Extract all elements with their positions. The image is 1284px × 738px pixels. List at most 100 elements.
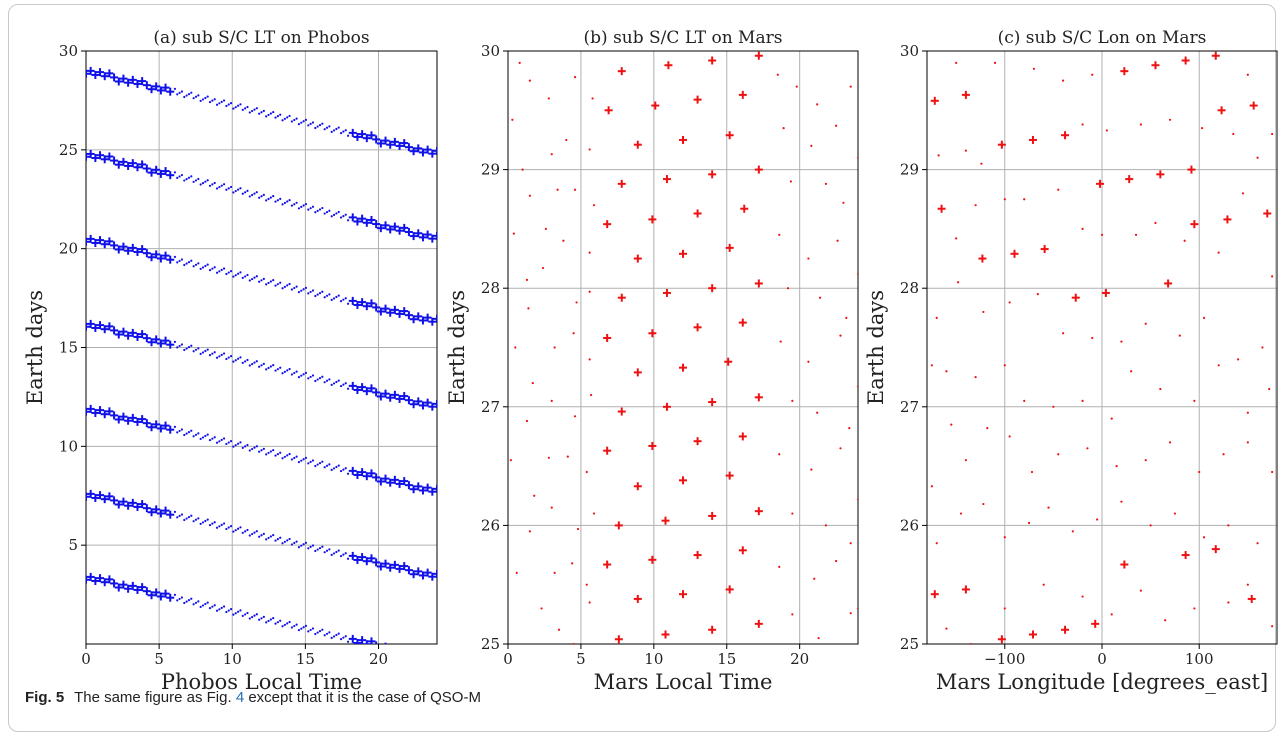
data-point <box>283 201 286 205</box>
data-point <box>330 636 333 639</box>
data-point <box>633 482 642 491</box>
caption-figure-link[interactable]: 4 <box>235 689 245 706</box>
data-point <box>409 232 418 241</box>
data-point <box>381 559 390 568</box>
data-point <box>211 605 214 608</box>
data-point <box>265 453 268 456</box>
data-point <box>255 107 258 110</box>
data-point <box>190 429 193 432</box>
data-point <box>208 184 212 187</box>
data-point <box>314 126 317 130</box>
data-point <box>367 215 376 224</box>
data-point <box>1032 67 1036 70</box>
data-point <box>241 192 244 195</box>
data-point <box>617 67 626 76</box>
data-point <box>279 197 282 200</box>
data-point <box>272 278 275 282</box>
data-point <box>1173 512 1177 515</box>
data-point <box>964 149 967 152</box>
data-point <box>211 522 214 525</box>
data-point <box>390 560 399 569</box>
data-point <box>1008 301 1011 304</box>
plot-frame <box>507 50 859 645</box>
data-point <box>418 233 427 242</box>
data-point <box>96 321 105 330</box>
data-point <box>1081 399 1084 402</box>
data-point <box>810 144 813 147</box>
data-point <box>344 635 347 638</box>
data-point <box>661 516 670 525</box>
data-point <box>816 411 819 414</box>
data-point <box>1202 316 1206 319</box>
data-point <box>414 229 423 238</box>
data-point <box>229 525 233 528</box>
data-point <box>311 205 315 208</box>
data-point <box>124 246 133 255</box>
data-point <box>540 607 543 610</box>
data-point <box>358 553 367 562</box>
data-point <box>176 346 179 349</box>
data-point <box>183 348 186 352</box>
data-point <box>300 289 303 292</box>
data-point <box>339 469 343 473</box>
data-point <box>404 481 413 490</box>
data-point <box>152 505 161 514</box>
data-point <box>239 441 242 444</box>
data-point <box>255 445 258 448</box>
data-point <box>614 521 623 530</box>
data-point <box>297 461 301 464</box>
data-point <box>178 597 181 601</box>
data-point <box>1120 340 1123 343</box>
chart-panel-2: 0 5 10 15 20 25 26 27 28 29 30 (b) sub S/C LT on Ma… <box>445 28 859 694</box>
data-point <box>982 310 985 314</box>
data-point <box>836 239 839 242</box>
data-point <box>428 487 437 496</box>
data-point <box>147 85 156 94</box>
data-point <box>342 383 345 386</box>
data-point <box>281 372 284 375</box>
data-point <box>283 117 286 120</box>
data-point <box>283 540 286 543</box>
data-point <box>258 196 261 199</box>
x-axis-label: Mars Local Time <box>594 670 773 694</box>
data-point <box>237 357 240 360</box>
data-point <box>332 129 336 132</box>
data-point <box>269 196 272 199</box>
data-point <box>321 122 324 125</box>
data-point <box>290 373 294 376</box>
data-point <box>147 253 156 262</box>
data-point <box>533 494 536 497</box>
data-point <box>114 77 123 86</box>
data-point <box>213 351 216 354</box>
data-point <box>183 601 186 605</box>
data-point <box>213 521 216 524</box>
data-point <box>376 562 385 571</box>
data-point <box>206 179 209 182</box>
data-point <box>190 175 193 178</box>
data-point <box>178 91 181 95</box>
data-point <box>424 652 432 660</box>
data-point <box>246 358 249 362</box>
data-point <box>935 316 938 319</box>
data-point <box>789 180 793 183</box>
data-point <box>662 288 671 297</box>
data-point <box>433 146 437 155</box>
data-point <box>817 636 820 640</box>
data-point <box>969 642 972 644</box>
data-point <box>603 560 612 569</box>
data-point <box>260 534 263 537</box>
x-tick-label: 10 <box>644 650 663 668</box>
data-point <box>433 314 437 323</box>
data-point <box>1057 453 1060 456</box>
data-point <box>358 468 367 477</box>
data-point <box>255 275 258 278</box>
data-point <box>215 441 219 444</box>
data-point <box>246 273 249 277</box>
data-point <box>311 459 315 462</box>
data-point <box>1120 500 1123 503</box>
data-point <box>346 302 350 305</box>
data-point <box>1023 198 1026 201</box>
data-point <box>323 466 326 469</box>
data-point <box>323 212 326 215</box>
data-point <box>547 456 550 459</box>
